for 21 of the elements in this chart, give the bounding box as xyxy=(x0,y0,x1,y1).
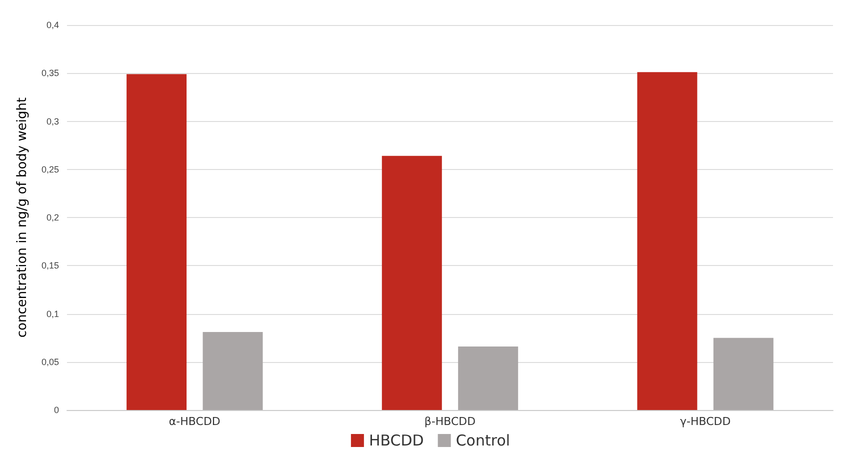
bar xyxy=(202,332,263,410)
x-tick-label: γ-HBCDD xyxy=(680,415,731,428)
y-tick-label: 0,25 xyxy=(41,164,59,174)
bar xyxy=(382,156,442,410)
bar xyxy=(637,72,698,410)
x-tick-label: α-HBCDD xyxy=(168,415,220,428)
y-tick-label: 0,4 xyxy=(46,20,59,30)
y-tick-label: 0 xyxy=(54,405,59,415)
y-tick-label: 0,3 xyxy=(46,116,59,126)
bar xyxy=(126,74,187,410)
y-tick-label: 0,1 xyxy=(46,308,59,319)
legend-label: Control xyxy=(456,432,510,450)
x-tick-label: β-HBCDD xyxy=(424,415,476,428)
bar xyxy=(713,338,774,410)
y-tick-label: 0,2 xyxy=(46,212,59,222)
legend-label: HBCDD xyxy=(368,432,424,450)
y-tick-label: 0,35 xyxy=(41,68,59,78)
y-axis-title: concentration in ng/g of body weight xyxy=(15,97,30,338)
bar xyxy=(458,346,518,410)
y-tick-label: 0,05 xyxy=(41,356,59,367)
y-tick-label: 0,15 xyxy=(41,260,59,271)
